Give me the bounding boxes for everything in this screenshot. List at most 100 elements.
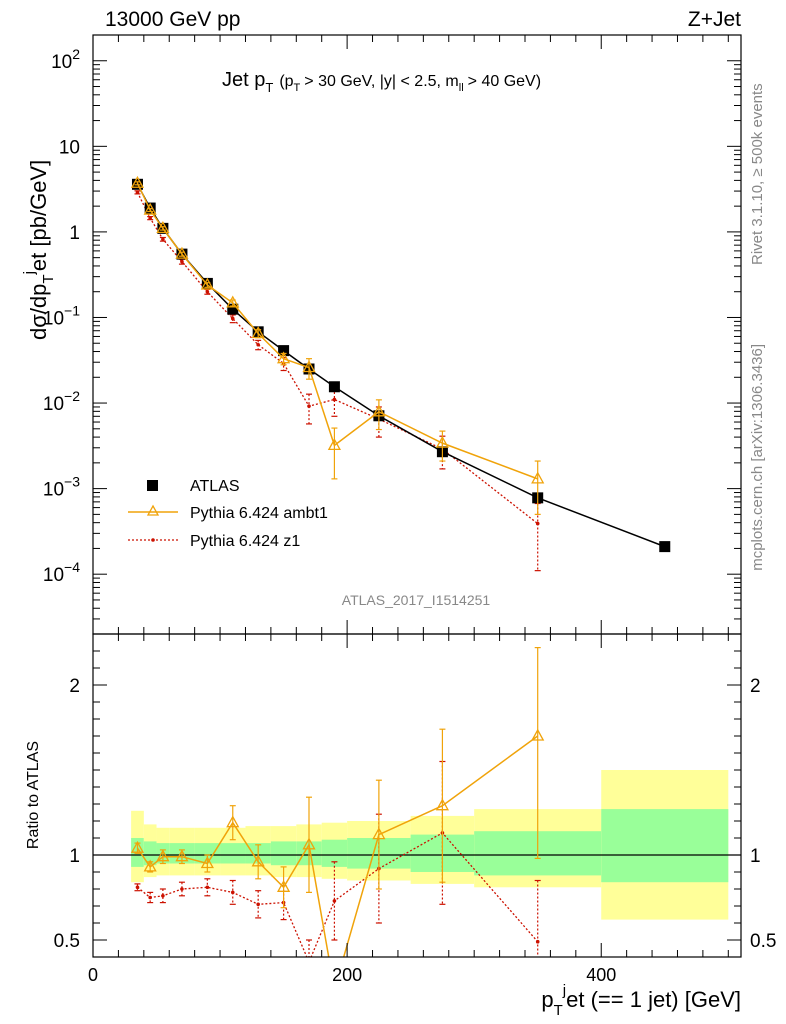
- main-y-axis-label: dσ/dpTjet [pb/GeV]: [21, 160, 57, 340]
- main-z1-point: [230, 316, 235, 321]
- ratio-frame: [92, 633, 742, 958]
- main-y-label-sup: j: [21, 271, 38, 275]
- main-atlas-point: [227, 303, 239, 315]
- main-ambt1-point: [302, 360, 316, 373]
- x-label-sup: j: [562, 982, 566, 999]
- main-y-tick-label: 10−4: [43, 559, 80, 586]
- ratio-z1-point: [148, 895, 152, 900]
- main-z1-point: [307, 404, 311, 408]
- plot-title-part-b: (p: [279, 73, 293, 90]
- main-y-tick-label: 1: [69, 223, 80, 244]
- main-y-tick-label: 10−3: [43, 474, 80, 501]
- legend-marker-ambt1: [146, 504, 160, 516]
- ratio-z1-point: [205, 885, 210, 890]
- ratio-z1-point: [307, 960, 311, 964]
- main-ambt1-line: [136, 182, 538, 480]
- main-z1-point: [535, 521, 540, 526]
- main-ambt1-series: [130, 175, 545, 515]
- mcplots-label: mcplots.cern.ch [arXiv:1306.3436]: [749, 344, 766, 571]
- ratio-y-tick-label-right: 1: [750, 846, 761, 867]
- ratio-ambt1-point: [302, 837, 316, 850]
- main-z1-point: [180, 259, 184, 264]
- ratio-ambt1-point: [531, 728, 545, 741]
- legend: ATLAS Pythia 6.424 ambt1 Pythia 6.424 z1: [128, 478, 328, 550]
- ratio-ambt1-point: [251, 854, 265, 867]
- plot-title-sub-a: T: [265, 80, 273, 95]
- main-ambt1-point: [531, 471, 545, 484]
- ratio-ambt1-point: [200, 856, 214, 869]
- main-y-tick-label: 102: [51, 46, 80, 73]
- ratio-ambt1-point: [156, 849, 170, 862]
- main-ambt1-point: [156, 221, 170, 234]
- main-ambt1-point: [327, 438, 342, 451]
- main-y-label-sub: T: [40, 274, 57, 283]
- main-ambt1-point: [143, 202, 157, 215]
- ratio-series-group: [130, 646, 545, 964]
- ratio-y-axis-label: Ratio to ATLAS: [25, 741, 42, 849]
- ratio-z1-point: [256, 902, 260, 907]
- ratio-y-tick-label: 1: [69, 846, 80, 867]
- main-z1-point: [205, 289, 210, 294]
- ratio-ambt1-point: [226, 815, 240, 828]
- plot-title-sub-c: ll: [459, 82, 464, 94]
- plot-title-part-c: > 30 GeV, |y| < 2.5, m: [304, 73, 458, 90]
- x-label-sub: T: [554, 1002, 563, 1019]
- main-series-group: [130, 175, 671, 572]
- x-tick-label: 400: [586, 965, 616, 985]
- main-y-tick-label: 10: [59, 137, 80, 158]
- ratio-z1-point: [230, 890, 235, 895]
- ratio-band-inner: [601, 809, 729, 883]
- rivet-label: Rivet 3.1.10, ≥ 500k events: [749, 83, 766, 265]
- ratio-z1-point: [535, 939, 540, 944]
- x-tick-label: 200: [332, 965, 362, 985]
- main-atlas-series: [131, 178, 671, 553]
- main-z1-point: [148, 216, 152, 220]
- ratio-z1-point: [332, 899, 337, 903]
- plot-title-sub-b: T: [294, 82, 301, 94]
- ratio-band-inner: [270, 841, 297, 866]
- ratio-z1-point: [135, 885, 140, 890]
- ratio-ambt1-point: [130, 840, 145, 853]
- legend-label-z1: Pythia 6.424 z1: [190, 533, 300, 550]
- ratio-band-inner: [194, 843, 221, 864]
- x-axis-label: pTjet (== 1 jet) [GeV]: [541, 982, 741, 1019]
- plot-title-part-a: Jet p: [222, 69, 265, 91]
- process-label: Z+Jet: [688, 8, 741, 31]
- main-z1-point: [332, 397, 337, 402]
- ratio-ambt1-point: [143, 859, 157, 872]
- main-z1-line: [136, 192, 539, 525]
- main-atlas-point: [659, 541, 671, 553]
- main-ambt1-point: [130, 175, 145, 188]
- ratio-ambt1-point: [372, 827, 386, 840]
- main-z1-point: [256, 342, 260, 347]
- main-ambt1-point: [372, 404, 386, 417]
- axes-group: 0 200 400 10−4 10−3 10−2 10−1 1 10 102 0.5 0.5 1 1 2 2: [43, 34, 776, 985]
- ratio-ambt1-series: [130, 646, 545, 957]
- main-ambt1-point: [251, 326, 265, 339]
- ratio-uncertainty-bands: [93, 770, 741, 920]
- ratio-z1-point: [180, 887, 184, 891]
- plot-title-part-d: > 40 GeV): [468, 73, 541, 90]
- main-y-tick-label: 10−2: [43, 388, 80, 415]
- ratio-y-tick-label-right: 0.5: [750, 931, 776, 952]
- main-atlas-point: [278, 345, 290, 357]
- ratio-band-inner: [143, 841, 157, 866]
- analysis-watermark: ATLAS_2017_I1514251: [342, 592, 491, 608]
- energy-label: 13000 GeV pp: [105, 8, 240, 31]
- plot-title: Jet pT (pT > 30 GeV, |y| < 2.5, mll > 40 Ge…: [222, 69, 541, 95]
- main-y-label-b: et [pb/GeV]: [26, 160, 51, 271]
- main-ambt1-point: [175, 246, 189, 259]
- main-ambt1-point: [435, 435, 450, 448]
- ratio-band-inner: [220, 843, 246, 864]
- main-z1-point: [135, 190, 140, 195]
- main-ambt1-point: [200, 277, 214, 290]
- main-y-label-a: dσ/dp: [26, 284, 51, 340]
- legend-marker-z1: [151, 538, 155, 542]
- ratio-z1-point: [161, 894, 165, 898]
- ratio-ambt1-point: [435, 798, 450, 811]
- x-tick-label: 0: [88, 965, 98, 985]
- x-label-b: et (== 1 jet) [GeV]: [566, 987, 741, 1012]
- x-label-a: p: [541, 987, 553, 1012]
- main-ambt1-point: [226, 295, 240, 308]
